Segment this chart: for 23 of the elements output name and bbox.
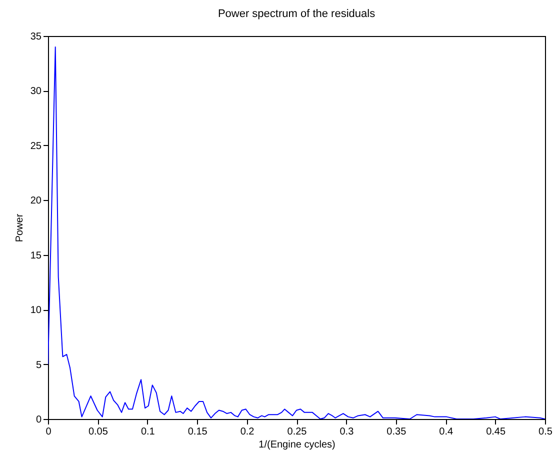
y-tick-label: 25: [30, 140, 42, 152]
chart-title: Power spectrum of the residuals: [218, 8, 376, 20]
y-tick-label: 20: [30, 196, 42, 207]
line-series: [48, 46, 545, 419]
x-tick-label: 0.3: [340, 426, 354, 438]
y-tick-label: 15: [30, 250, 42, 262]
x-tick-label: 0.35: [386, 426, 407, 438]
y-tick-label: 5: [36, 360, 42, 371]
x-tick-label: 0.4: [439, 426, 454, 438]
x-tick-label: 0.05: [88, 426, 108, 438]
x-tick-label: 0.5: [538, 426, 553, 438]
x-tick-label: 0.15: [188, 426, 208, 438]
x-tick-label: 0: [46, 426, 52, 438]
y-tick-label: 35: [30, 32, 42, 42]
y-tick-label: 0: [36, 414, 42, 426]
y-axis-title: Power: [14, 213, 26, 242]
x-tick-label: 0.45: [486, 426, 506, 438]
x-tick-label: 0.2: [240, 426, 255, 438]
x-tick-label: 0.1: [140, 426, 156, 438]
y-tick-label: 30: [30, 86, 42, 98]
x-axis-title: 1/(Engine cycles): [258, 440, 336, 450]
y-tick-label: 10: [30, 305, 42, 316]
x-tick-label: 0.25: [287, 426, 308, 438]
